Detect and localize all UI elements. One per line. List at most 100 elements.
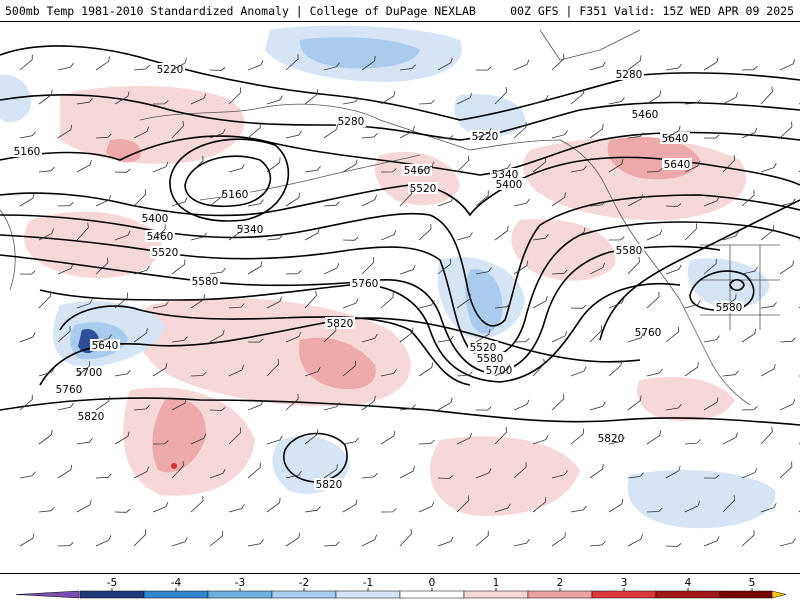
wind-barb bbox=[475, 329, 491, 343]
wind-barb bbox=[323, 325, 337, 343]
colorbar-tick-label: 5 bbox=[749, 577, 756, 589]
wind-barb bbox=[361, 534, 377, 547]
wind-barb bbox=[779, 399, 796, 411]
colorbar-swatch bbox=[463, 590, 529, 599]
label-bg bbox=[150, 246, 180, 258]
wind-barb bbox=[285, 270, 302, 275]
map-title: 500mb Temp 1981-2010 Standardized Anomal… bbox=[5, 4, 476, 18]
colorbar-swatch bbox=[655, 590, 721, 599]
wind-barb bbox=[703, 397, 719, 411]
wind-barb bbox=[722, 92, 738, 105]
wind-barb bbox=[551, 269, 568, 275]
label-bg bbox=[484, 364, 514, 376]
height-label: 5460 bbox=[404, 165, 431, 177]
wind-barb bbox=[627, 472, 644, 479]
wind-barb bbox=[95, 56, 110, 71]
wind-barb bbox=[95, 195, 112, 207]
wind-barb bbox=[247, 261, 263, 275]
height-labels: 5220 5160 5160 5280 5220 5340 5340 5400 … bbox=[12, 63, 744, 491]
colorbar-swatch bbox=[399, 590, 465, 599]
colorbar-tick-label: -5 bbox=[107, 577, 117, 589]
wind-barb bbox=[38, 166, 55, 173]
wind-barb bbox=[684, 160, 701, 173]
wind-barb bbox=[399, 404, 416, 411]
wind-barb bbox=[418, 99, 435, 105]
colorbar-underflow bbox=[15, 590, 80, 599]
map-panel[interactable]: 5220 5160 5160 5280 5220 5340 5340 5400 … bbox=[0, 22, 800, 574]
label-bg bbox=[470, 130, 500, 142]
colorbar-tick-label: -4 bbox=[171, 577, 182, 589]
wind-barb bbox=[513, 198, 530, 207]
wind-barb bbox=[532, 497, 547, 513]
label-bg bbox=[630, 108, 660, 120]
wind-barb bbox=[76, 222, 89, 241]
wind-barb bbox=[57, 202, 74, 207]
colorbar-swatch bbox=[527, 590, 593, 599]
wind-barb bbox=[646, 368, 663, 377]
wind-barb bbox=[342, 437, 359, 445]
anomaly-map[interactable]: 5220 5160 5160 5280 5220 5340 5340 5400 … bbox=[0, 22, 800, 574]
wind-barb bbox=[152, 363, 168, 377]
wind-barb bbox=[741, 190, 755, 207]
wind-barb bbox=[114, 431, 130, 445]
wind-barb bbox=[304, 89, 319, 105]
colorbar-swatch bbox=[79, 590, 145, 599]
contour-line bbox=[599, 199, 800, 341]
label-bg bbox=[614, 244, 644, 256]
colorbar-swatch bbox=[719, 590, 773, 599]
wind-barb bbox=[646, 507, 663, 513]
wind-barb bbox=[190, 294, 206, 309]
colorbar-tick-label: -1 bbox=[363, 577, 373, 589]
wind-barb bbox=[76, 98, 93, 105]
wind-barb bbox=[741, 66, 758, 71]
wind-barb bbox=[133, 466, 149, 479]
wind-barb bbox=[646, 229, 663, 241]
wind-barb bbox=[323, 62, 340, 71]
wind-barb bbox=[399, 64, 416, 71]
wind-barb bbox=[551, 331, 568, 343]
label-bg bbox=[314, 478, 344, 490]
height-label: 5520 bbox=[470, 342, 497, 354]
label-bg bbox=[140, 212, 170, 224]
wind-barb bbox=[551, 532, 566, 547]
wind-barb bbox=[190, 371, 207, 377]
wind-barb bbox=[532, 295, 548, 309]
wind-barb bbox=[76, 361, 91, 377]
wind-barb bbox=[133, 529, 147, 547]
wind-barb bbox=[418, 300, 435, 309]
height-label: 5820 bbox=[78, 411, 105, 423]
wind-barb bbox=[437, 335, 454, 343]
wind-barb bbox=[456, 432, 473, 445]
wind-barb bbox=[285, 54, 299, 71]
wind-barb bbox=[361, 333, 378, 343]
wind-barb bbox=[475, 128, 492, 139]
wind-barb bbox=[342, 236, 359, 241]
wind-barb bbox=[760, 363, 776, 377]
wind-barb bbox=[646, 291, 660, 309]
wind-barb bbox=[418, 362, 434, 377]
wind-barb bbox=[570, 505, 587, 513]
wind-barb bbox=[703, 57, 719, 71]
wind-barb bbox=[304, 367, 321, 377]
colorbar-tick-label: 4 bbox=[685, 577, 692, 589]
colorbar-tick-label: -2 bbox=[299, 577, 309, 589]
wind-barb bbox=[19, 332, 36, 343]
colorbar-swatch bbox=[335, 590, 401, 599]
wind-barb bbox=[418, 161, 435, 173]
wind-barb bbox=[171, 58, 187, 71]
wind-barb bbox=[38, 228, 54, 241]
wind-barb bbox=[152, 301, 169, 309]
wind-barb bbox=[703, 134, 720, 139]
wind-barb bbox=[190, 155, 204, 173]
warm-anomaly-area bbox=[511, 219, 616, 281]
label-bg bbox=[714, 301, 744, 313]
label-bg bbox=[12, 145, 42, 157]
wind-barb bbox=[285, 192, 301, 207]
height-label: 5460 bbox=[147, 231, 174, 243]
height-label: 5820 bbox=[316, 479, 343, 491]
wind-barb bbox=[342, 97, 359, 105]
wind-barb bbox=[361, 472, 378, 479]
contour-line bbox=[0, 45, 800, 121]
wind-barb bbox=[475, 468, 492, 479]
contour-line bbox=[689, 270, 755, 312]
